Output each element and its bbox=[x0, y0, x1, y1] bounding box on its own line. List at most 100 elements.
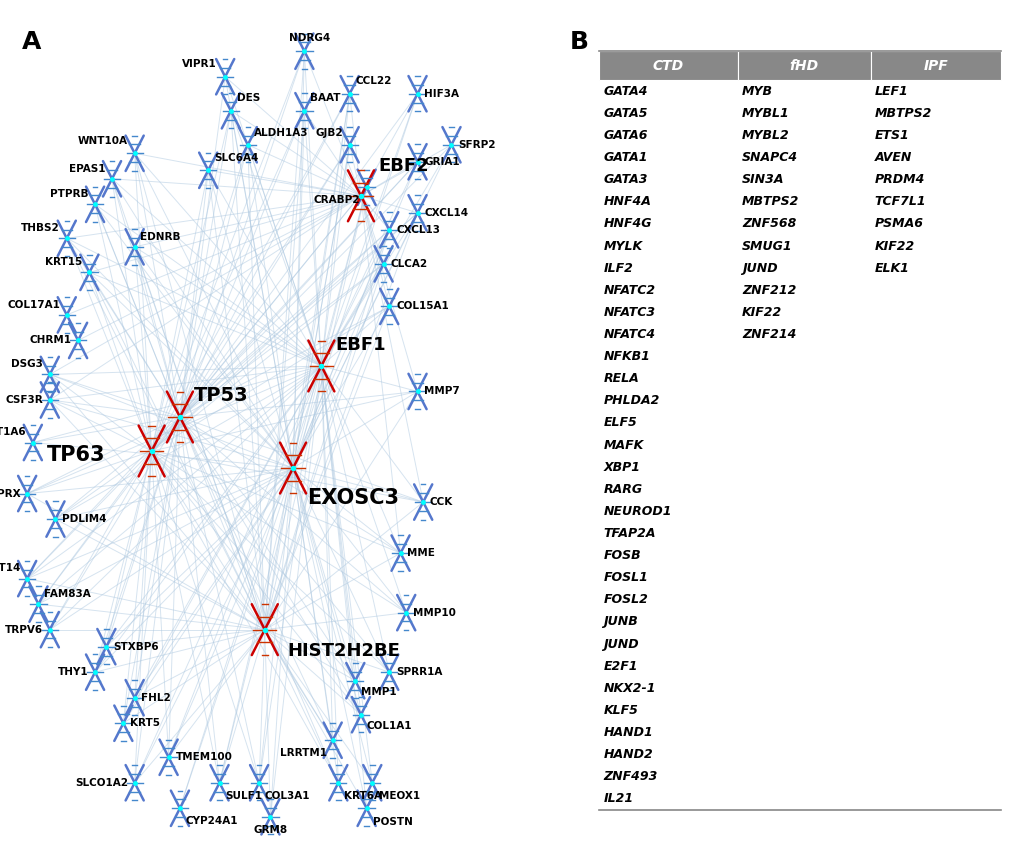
Text: ALDH1A3: ALDH1A3 bbox=[254, 128, 308, 138]
Text: CTD: CTD bbox=[652, 59, 684, 73]
Text: MEOX1: MEOX1 bbox=[379, 791, 420, 800]
Text: HAND2: HAND2 bbox=[602, 748, 652, 761]
Text: ZNF212: ZNF212 bbox=[742, 284, 796, 297]
Text: DSG3: DSG3 bbox=[11, 359, 43, 369]
Text: BAAT: BAAT bbox=[310, 93, 340, 103]
Text: GATA5: GATA5 bbox=[602, 107, 647, 120]
Text: CCL22: CCL22 bbox=[355, 76, 391, 86]
Text: GRIA1: GRIA1 bbox=[424, 157, 460, 167]
Text: TCF7L1: TCF7L1 bbox=[874, 195, 925, 208]
FancyBboxPatch shape bbox=[870, 51, 1001, 80]
Text: GATA6: GATA6 bbox=[602, 129, 647, 142]
Text: ILF2: ILF2 bbox=[602, 261, 633, 274]
Text: PHLDA2: PHLDA2 bbox=[602, 394, 659, 407]
Text: MAFK: MAFK bbox=[602, 438, 643, 451]
Text: GRM8: GRM8 bbox=[253, 825, 287, 835]
Text: ZNF568: ZNF568 bbox=[742, 217, 796, 230]
Text: CHRM1: CHRM1 bbox=[30, 335, 71, 345]
Text: COL1A1: COL1A1 bbox=[366, 720, 412, 731]
Text: MMP1: MMP1 bbox=[361, 687, 396, 697]
Text: TRPV6: TRPV6 bbox=[5, 625, 43, 635]
Text: CCK: CCK bbox=[430, 497, 452, 507]
Text: SIN3A: SIN3A bbox=[742, 173, 784, 186]
Text: FHL2: FHL2 bbox=[142, 693, 171, 703]
Text: RELA: RELA bbox=[602, 372, 639, 385]
Text: E2F1: E2F1 bbox=[602, 660, 637, 673]
FancyBboxPatch shape bbox=[598, 51, 737, 80]
Text: GJB2: GJB2 bbox=[315, 128, 342, 138]
Text: KRT14: KRT14 bbox=[0, 563, 20, 574]
Text: ETS1: ETS1 bbox=[874, 129, 909, 142]
Text: NEUROD1: NEUROD1 bbox=[602, 505, 672, 518]
Text: NFATC2: NFATC2 bbox=[602, 284, 655, 297]
Text: KRT6A: KRT6A bbox=[343, 791, 382, 800]
Text: GATA1: GATA1 bbox=[602, 151, 647, 164]
Text: MYBL2: MYBL2 bbox=[742, 129, 789, 142]
Text: TMEM100: TMEM100 bbox=[175, 753, 232, 762]
Text: STXBP6: STXBP6 bbox=[113, 641, 159, 652]
Text: CSF3R: CSF3R bbox=[5, 395, 43, 405]
Text: TFAP2A: TFAP2A bbox=[602, 527, 655, 540]
Text: FAM83A: FAM83A bbox=[44, 589, 91, 599]
Text: COL17A1: COL17A1 bbox=[7, 299, 60, 310]
Text: MYB: MYB bbox=[742, 85, 772, 98]
Text: MME: MME bbox=[407, 548, 435, 558]
Text: IPF: IPF bbox=[923, 59, 948, 73]
Text: NKX2-1: NKX2-1 bbox=[602, 682, 655, 695]
Text: SULF1: SULF1 bbox=[225, 791, 262, 800]
Text: CYP24A1: CYP24A1 bbox=[185, 816, 237, 826]
Text: EPAS1: EPAS1 bbox=[68, 163, 105, 174]
Text: THY1: THY1 bbox=[58, 667, 89, 677]
Text: B: B bbox=[570, 30, 588, 54]
Text: TP53: TP53 bbox=[194, 386, 249, 405]
Text: COL15A1: COL15A1 bbox=[395, 301, 448, 312]
Text: MMP7: MMP7 bbox=[424, 386, 460, 397]
Text: PTPRB: PTPRB bbox=[50, 189, 89, 199]
Text: LRRTM1: LRRTM1 bbox=[280, 748, 327, 758]
Text: SLCO1A2: SLCO1A2 bbox=[74, 778, 127, 788]
Text: KLF5: KLF5 bbox=[602, 704, 638, 717]
Text: COL3A1: COL3A1 bbox=[265, 791, 310, 800]
Text: NFATC3: NFATC3 bbox=[602, 306, 655, 319]
Text: CRABP2: CRABP2 bbox=[313, 195, 360, 205]
Text: NDRG4: NDRG4 bbox=[289, 34, 330, 43]
Text: EBF1: EBF1 bbox=[335, 336, 386, 353]
Text: SPRR1A: SPRR1A bbox=[395, 667, 442, 677]
Text: GATA4: GATA4 bbox=[602, 85, 647, 98]
Text: A: A bbox=[21, 30, 41, 54]
Text: fHD: fHD bbox=[789, 59, 818, 73]
Text: SMUG1: SMUG1 bbox=[742, 240, 792, 253]
Text: KRT15: KRT15 bbox=[45, 257, 83, 267]
Text: XBP1: XBP1 bbox=[602, 461, 640, 474]
Text: VIPR1: VIPR1 bbox=[181, 59, 216, 69]
Text: MBTPS2: MBTPS2 bbox=[742, 195, 799, 208]
Text: UGT1A6: UGT1A6 bbox=[0, 427, 26, 437]
Text: NFKB1: NFKB1 bbox=[602, 350, 649, 363]
Text: KRT5: KRT5 bbox=[130, 718, 160, 728]
Text: PRDM4: PRDM4 bbox=[874, 173, 924, 186]
Text: MMP10: MMP10 bbox=[413, 608, 455, 618]
Text: KIF22: KIF22 bbox=[874, 240, 914, 253]
Text: GATA3: GATA3 bbox=[602, 173, 647, 186]
Text: WNT10A: WNT10A bbox=[77, 135, 127, 146]
Text: HAND1: HAND1 bbox=[602, 726, 652, 739]
Text: PRX: PRX bbox=[0, 489, 20, 498]
Text: EXOSC3: EXOSC3 bbox=[307, 488, 398, 508]
Text: JUND: JUND bbox=[742, 261, 776, 274]
Text: DES: DES bbox=[236, 93, 260, 103]
Text: NFATC4: NFATC4 bbox=[602, 328, 655, 341]
Text: CXCL13: CXCL13 bbox=[395, 225, 439, 235]
Text: CXCL14: CXCL14 bbox=[424, 207, 468, 218]
Text: SNAPC4: SNAPC4 bbox=[742, 151, 798, 164]
Text: MYLK: MYLK bbox=[602, 240, 642, 253]
Text: IL21: IL21 bbox=[602, 792, 633, 806]
FancyBboxPatch shape bbox=[737, 51, 870, 80]
Text: JUND: JUND bbox=[602, 638, 638, 651]
Text: PSMA6: PSMA6 bbox=[874, 217, 923, 230]
Text: LEF1: LEF1 bbox=[874, 85, 908, 98]
Text: MBTPS2: MBTPS2 bbox=[874, 107, 931, 120]
Text: FOSL2: FOSL2 bbox=[602, 594, 647, 607]
Text: POSTN: POSTN bbox=[373, 817, 413, 827]
Text: FOSB: FOSB bbox=[602, 549, 640, 562]
Text: ELK1: ELK1 bbox=[874, 261, 909, 274]
